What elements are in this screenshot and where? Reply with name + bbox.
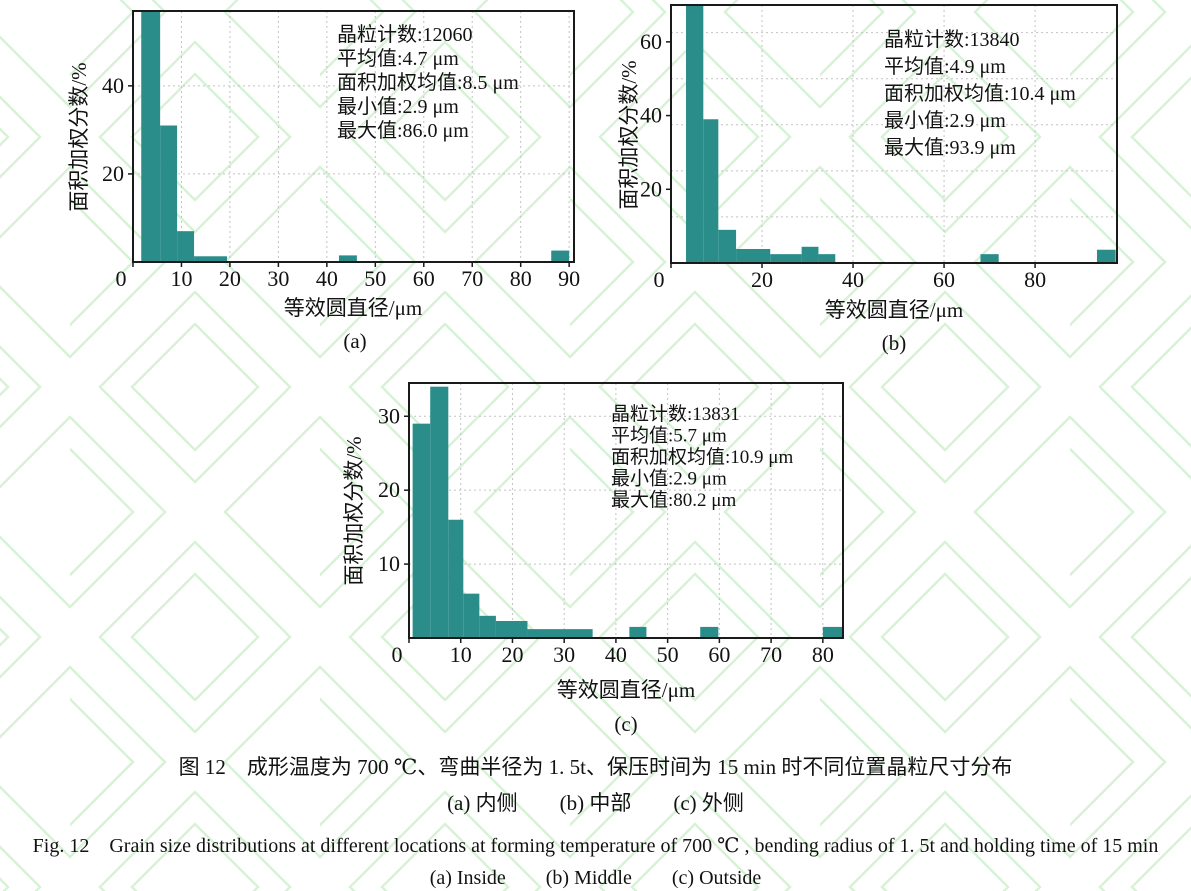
y-tick-label: 30 <box>378 403 400 428</box>
x-tick-label: 60 <box>933 267 955 292</box>
y-tick-label: 20 <box>378 477 400 502</box>
stats-line: 平均值:5.7 μm <box>611 425 727 447</box>
histogram-bar <box>736 248 771 263</box>
x-tick-label: 40 <box>605 642 627 667</box>
stats-line: 最大值:93.9 μm <box>884 136 1016 159</box>
stats-line: 最小值:2.9 μm <box>884 109 1006 132</box>
subfigure-label-b: (b) <box>882 331 907 355</box>
stats-line: 最小值:2.9 μm <box>337 95 459 118</box>
histogram-bar <box>551 250 570 262</box>
y-tick-label: 20 <box>640 176 662 201</box>
histogram-bar <box>479 615 496 638</box>
x-tick-label: 40 <box>842 267 864 292</box>
stats-line: 平均值:4.9 μm <box>884 55 1006 78</box>
x-tick-label: 80 <box>1024 267 1046 292</box>
stats-line: 最大值:80.2 μm <box>611 489 736 511</box>
x-axis-label: 等效圆直径/μm <box>825 298 963 322</box>
histogram-bar <box>770 254 802 263</box>
caption-figure-title-cn: 图 12 成形温度为 700 ℃、弯曲半径为 1. 5t、保压时间为 15 mi… <box>178 755 1013 779</box>
x-tick-label: 50 <box>657 642 679 667</box>
histogram-bar <box>430 386 449 638</box>
stats-line: 面积加权均值:10.4 μm <box>884 82 1076 105</box>
caption-sublabels-cn: (a) 内侧 (b) 中部 (c) 外侧 <box>447 791 744 815</box>
x-tick-label: 50 <box>364 266 386 291</box>
histogram-bar <box>980 254 999 263</box>
x-tick-label: 20 <box>219 266 241 291</box>
histogram-bar <box>801 246 819 263</box>
histogram-chart-a: 0 10 20 30 40 50 60 70 80 90 20 40 面积加权分数/% 等效圆直径/μm (… <box>67 10 580 353</box>
y-axis-label: 面积加权分数/% <box>617 60 641 209</box>
x-tick-label: 90 <box>558 266 580 291</box>
stats-line: 面积加权均值:8.5 μm <box>337 71 519 94</box>
caption-figure-title-en: Fig. 12 Grain size distributions at diff… <box>32 835 1159 857</box>
y-tick-label: 40 <box>102 73 124 98</box>
x-tick-label: 10 <box>450 642 472 667</box>
caption-sublabels-en: (a) Inside (b) Middle (c) Outside <box>429 867 762 889</box>
y-tick-label: 40 <box>640 103 662 128</box>
stats-line: 平均值:4.7 μm <box>337 47 459 70</box>
y-tick-label: 20 <box>102 161 124 186</box>
x-tick-label: 60 <box>708 642 730 667</box>
histogram-chart-b: 0 20 40 60 80 20 40 60 面积加权分数/% 等效圆直径/μm (b) 晶粒计数:1… <box>617 4 1118 355</box>
histogram-bar <box>718 229 737 263</box>
histogram-bar <box>412 423 431 638</box>
histogram-bar <box>818 254 836 263</box>
x-tick-label: 0 <box>116 266 127 291</box>
histogram-bar <box>686 5 704 263</box>
histogram-bar <box>338 255 357 262</box>
x-tick-label: 80 <box>510 266 532 291</box>
plot-frame <box>132 10 575 263</box>
histogram-bar <box>495 621 528 638</box>
x-tick-label: 30 <box>267 266 289 291</box>
histogram-bar <box>448 519 464 638</box>
x-tick-label: 20 <box>501 642 523 667</box>
y-tick-label: 10 <box>378 551 400 576</box>
stats-line: 面积加权均值:10.9 μm <box>611 446 793 468</box>
stats-line: 晶粒计数:13840 <box>884 28 1020 51</box>
histogram-bar <box>141 11 161 262</box>
histogram-bar <box>194 256 228 262</box>
histogram-bar <box>629 626 647 638</box>
histogram-bar <box>822 626 843 638</box>
x-tick-label: 80 <box>812 642 834 667</box>
stats-line: 晶粒计数:13831 <box>611 403 740 425</box>
y-axis-label: 面积加权分数/% <box>67 62 91 211</box>
histogram-bar <box>1096 249 1116 263</box>
histogram-bar <box>177 231 195 262</box>
plot-frame <box>408 382 844 639</box>
x-tick-label: 70 <box>461 266 483 291</box>
x-axis-label: 等效圆直径/μm <box>284 296 422 320</box>
x-tick-label: 60 <box>413 266 435 291</box>
plot-frame <box>670 4 1118 264</box>
x-tick-label: 20 <box>751 267 773 292</box>
histogram-bar <box>700 626 719 638</box>
x-tick-label: 70 <box>760 642 782 667</box>
histogram-bar <box>527 629 593 638</box>
x-tick-label: 0 <box>392 642 403 667</box>
subfigure-label-a: (a) <box>343 329 366 353</box>
histogram-bar <box>703 119 719 263</box>
histogram-bar <box>463 593 480 638</box>
x-axis-label: 等效圆直径/μm <box>557 678 695 702</box>
stats-line: 最大值:86.0 μm <box>337 119 469 142</box>
y-axis-label: 面积加权分数/% <box>342 436 366 585</box>
x-tick-label: 40 <box>316 266 338 291</box>
histogram-bar <box>160 125 178 262</box>
histogram-chart-c: 0 10 20 30 40 50 60 70 80 10 20 30 面积加权分数/% 等效圆直径/μm (… <box>342 382 844 736</box>
x-tick-label: 10 <box>170 266 192 291</box>
y-tick-label: 60 <box>640 29 662 54</box>
x-tick-label: 30 <box>553 642 575 667</box>
stats-line: 晶粒计数:12060 <box>337 23 473 46</box>
x-tick-label: 0 <box>654 267 665 292</box>
subfigure-label-c: (c) <box>614 712 637 736</box>
stats-line: 最小值:2.9 μm <box>611 468 727 490</box>
